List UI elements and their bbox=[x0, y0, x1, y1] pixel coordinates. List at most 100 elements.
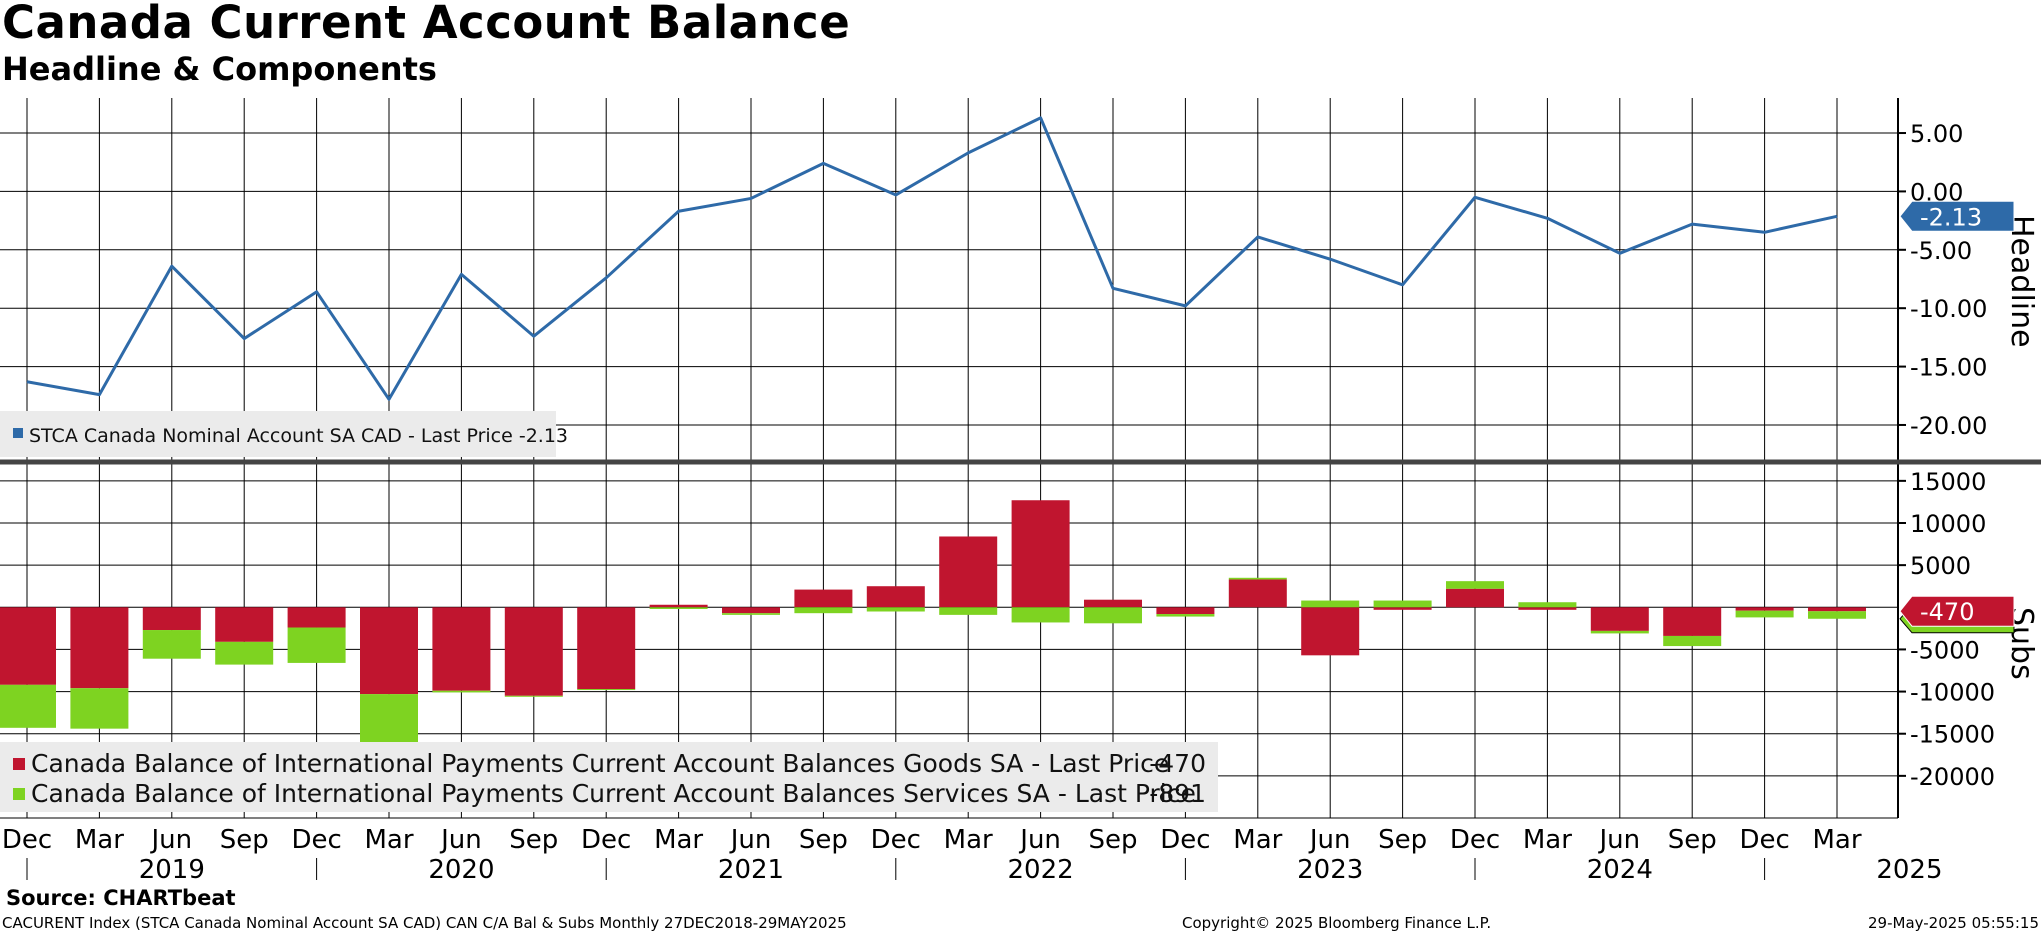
goods-bar bbox=[1084, 599, 1142, 608]
bottom-legend-value: -470 bbox=[1149, 749, 1206, 778]
services-bar bbox=[1590, 630, 1649, 634]
services-bar bbox=[1446, 581, 1504, 589]
top-axis-tick-label: -20.00 bbox=[1910, 412, 1987, 440]
goods-bar bbox=[432, 607, 491, 691]
goods-legend-swatch bbox=[13, 758, 25, 770]
x-axis-month-label: Jun bbox=[729, 825, 772, 855]
x-axis-month-label: Sep bbox=[509, 825, 558, 855]
goods-last-price-tag: -470 bbox=[1899, 595, 2015, 627]
goods-bar bbox=[1301, 607, 1360, 656]
goods-bar bbox=[649, 604, 708, 608]
goods-bar bbox=[1518, 607, 1577, 610]
bottom-legend-value: -891 bbox=[1149, 779, 1206, 808]
x-axis-year-label: 2021 bbox=[718, 855, 784, 880]
x-axis-month-label: Jun bbox=[1597, 825, 1640, 855]
goods-bar bbox=[1663, 607, 1722, 636]
bars-layer bbox=[0, 500, 1866, 766]
x-axis-month-label: Mar bbox=[654, 825, 703, 855]
goods-bar bbox=[866, 586, 925, 608]
x-axis-month-label: Mar bbox=[364, 825, 413, 855]
x-axis-month-label: Sep bbox=[220, 825, 269, 855]
x-axis-month-label: Mar bbox=[944, 825, 993, 855]
last-price-tag-shape bbox=[1899, 200, 2015, 232]
goods-bar bbox=[1156, 607, 1215, 615]
bottom-axis-tick-label: -20000 bbox=[1910, 763, 1995, 791]
last-price-tag-label: -2.13 bbox=[1920, 203, 1982, 231]
bottom-legend-label: Canada Balance of International Payments… bbox=[31, 779, 1196, 808]
x-axis-month-label: Mar bbox=[1233, 825, 1282, 855]
chart-subtitle: Headline & Components bbox=[2, 50, 437, 88]
goods-bar bbox=[1011, 500, 1070, 608]
services-bar bbox=[70, 688, 129, 729]
goods-bar bbox=[1735, 607, 1794, 611]
services-bar bbox=[287, 627, 346, 663]
top-legend-label: STCA Canada Nominal Account SA CAD - Las… bbox=[29, 425, 568, 447]
goods-bar bbox=[939, 536, 998, 608]
services-bar bbox=[1735, 610, 1794, 618]
goods-bar bbox=[70, 607, 129, 689]
services-bar bbox=[432, 690, 491, 693]
goods-bar bbox=[360, 607, 418, 695]
services-bar bbox=[794, 607, 853, 614]
x-axis-year-label: 2019 bbox=[139, 855, 205, 880]
timestamp: 29-May-2025 05:55:15 bbox=[1868, 914, 2039, 932]
x-axis-month-label: Mar bbox=[1523, 825, 1572, 855]
x-axis-month-label: Dec bbox=[581, 825, 631, 855]
goods-bar bbox=[577, 607, 636, 690]
services-bar bbox=[0, 684, 56, 728]
bottom-axis-tick-label: 15000 bbox=[1910, 468, 1986, 496]
x-axis-month-label: Sep bbox=[1378, 825, 1427, 855]
services-bar bbox=[1156, 614, 1215, 617]
x-axis-month-label: Mar bbox=[75, 825, 124, 855]
services-bar bbox=[504, 695, 563, 697]
x-axis-month-label: Dec bbox=[1739, 825, 1789, 855]
headline-line-layer bbox=[26, 116, 1838, 401]
services-bar bbox=[577, 689, 636, 691]
services-bar bbox=[1663, 635, 1722, 647]
services-bar bbox=[1084, 607, 1142, 624]
axes-layer: 5.000.00-5.00-10.00-15.00-20.00150001000… bbox=[0, 98, 2041, 880]
bottom-legend-box bbox=[0, 742, 1218, 812]
goods-bar bbox=[0, 607, 56, 685]
headline-last-price-tag: -2.13 bbox=[1899, 200, 2015, 232]
goods-bar bbox=[722, 607, 780, 614]
top-axis-tick-label: -5.00 bbox=[1910, 237, 1972, 265]
top-legend-swatch bbox=[13, 428, 23, 438]
goods-bar bbox=[1808, 607, 1866, 612]
x-axis-month-label: Mar bbox=[1812, 825, 1861, 855]
source-note: Source: CHARTbeat bbox=[6, 886, 236, 910]
services-bar bbox=[1301, 600, 1360, 608]
services-bar bbox=[1373, 600, 1432, 608]
x-axis-month-label: Dec bbox=[1450, 825, 1500, 855]
x-axis-year-label: 2020 bbox=[428, 855, 494, 880]
x-axis-month-label: Jun bbox=[1308, 825, 1351, 855]
legend-layer: STCA Canada Nominal Account SA CAD - Las… bbox=[0, 411, 1218, 812]
top-axis-tick-label: -15.00 bbox=[1910, 354, 1987, 382]
x-axis-year-label: 2023 bbox=[1297, 855, 1363, 880]
x-axis-month-label: Jun bbox=[439, 825, 482, 855]
services-bar bbox=[1011, 607, 1070, 623]
x-axis-month-label: Sep bbox=[1668, 825, 1717, 855]
last-price-tag-shape bbox=[1899, 595, 2015, 627]
grid-lines bbox=[0, 98, 1898, 818]
chart-canvas: 5.000.00-5.00-10.00-15.00-20.00150001000… bbox=[0, 98, 2041, 880]
services-bar bbox=[1518, 602, 1577, 608]
bottom-axis-tick-label: 10000 bbox=[1910, 510, 1986, 538]
goods-bar bbox=[1228, 579, 1287, 608]
bottom-axis-tick-label: -10000 bbox=[1910, 679, 1995, 707]
goods-bar bbox=[142, 607, 201, 631]
x-axis-month-label: Dec bbox=[871, 825, 921, 855]
x-axis-year-label: 2024 bbox=[1587, 855, 1653, 880]
bottom-legend-label: Canada Balance of International Payments… bbox=[31, 749, 1169, 778]
top-axis-title: Headline bbox=[2004, 215, 2039, 348]
bottom-axis-tick-label: 5000 bbox=[1910, 552, 1971, 580]
headline-series-line bbox=[26, 116, 1838, 401]
goods-bar bbox=[215, 607, 274, 642]
x-axis-month-label: Dec bbox=[291, 825, 341, 855]
x-axis-month-label: Dec bbox=[1160, 825, 1210, 855]
top-axis-tick-label: -10.00 bbox=[1910, 295, 1987, 323]
index-info: CACURENT Index (STCA Canada Nominal Acco… bbox=[2, 914, 847, 932]
x-axis-month-label: Jun bbox=[1018, 825, 1061, 855]
goods-bar bbox=[1590, 607, 1649, 631]
x-axis-month-label: Sep bbox=[1088, 825, 1137, 855]
